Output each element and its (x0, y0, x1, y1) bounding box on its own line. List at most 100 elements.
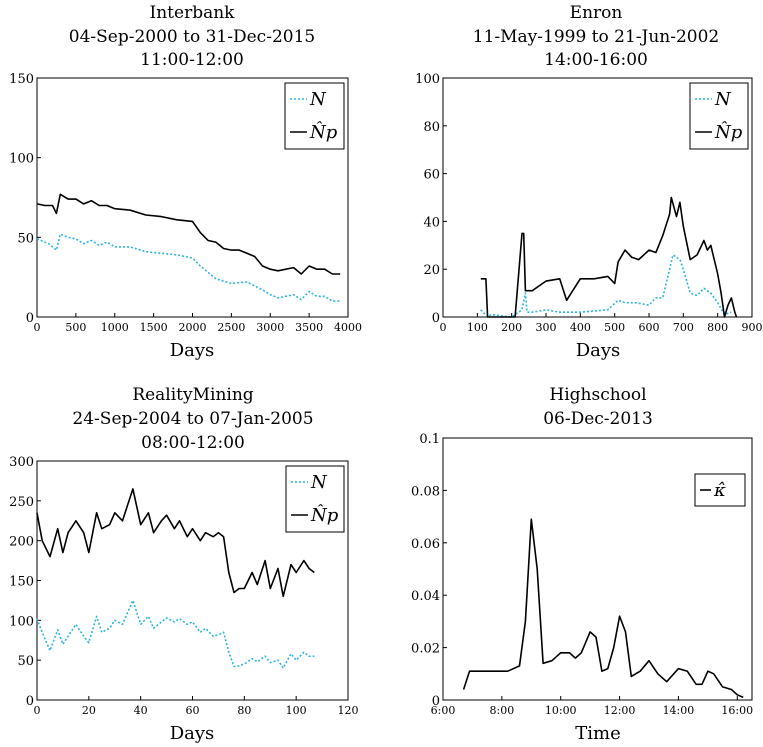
y-tick-label: 0 (432, 311, 440, 326)
panel-highschool: Highschool 06-Dec-2013 6:00 8:00 10:00 12:0… (411, 385, 753, 744)
x-tick-label: 14:00 (663, 704, 695, 717)
x-tick-label: 0 (34, 704, 41, 717)
x-tick-label: 2000 (179, 321, 207, 334)
y-tick-label: 150 (9, 575, 34, 590)
panel-realitymining: RealityMining 24-Sep-2004 to 07-Jan-2005… (9, 385, 358, 744)
y-tick-label: 250 (9, 495, 34, 510)
series-line-np (36, 193, 341, 275)
x-tick-label: 10:00 (545, 704, 577, 717)
x-tick-label: 12:00 (604, 704, 636, 717)
x-axis-label: Days (170, 340, 215, 361)
y-tick-label: 0.04 (411, 589, 440, 604)
legend-box (689, 82, 749, 150)
chart-title-line: RealityMining (132, 385, 253, 405)
x-axis-label: Days (170, 723, 215, 744)
x-tick-label: 500 (65, 321, 86, 334)
axis-ticks: 0 100 200 300 400 500 600 700 800 900 0 20 40 60 80 100 (415, 72, 762, 334)
series-layer (480, 196, 738, 318)
series-line-np (480, 196, 738, 318)
x-tick-label: 200 (501, 321, 522, 334)
y-tick-label: 40 (423, 215, 440, 230)
y-tick-label: 60 (423, 168, 440, 183)
y-tick-label: 0.1 (419, 432, 440, 447)
panel-enron: Enron 11-May-1999 to 21-Jun-2002 14:00-1… (415, 3, 762, 361)
series-layer (36, 488, 315, 669)
axis-ticks: 6:00 8:00 10:00 12:00 14:00 16:00 0 0.02 0.04 0.0… (411, 432, 753, 717)
y-tick-label: 50 (17, 654, 34, 669)
x-tick-label: 300 (536, 321, 557, 334)
x-tick-label: 1500 (140, 321, 168, 334)
y-tick-label: 150 (9, 72, 34, 87)
x-tick-label: 40 (134, 704, 148, 717)
y-tick-label: 80 (423, 120, 440, 135)
y-tick-label: 200 (9, 535, 34, 550)
x-tick-label: 3000 (256, 321, 284, 334)
chart-title-line: 04-Sep-2000 to 31-Dec-2015 (69, 27, 315, 47)
legend-label-np: N̂p (714, 121, 743, 143)
legend: κ̂ (694, 473, 746, 507)
series-line-n (36, 599, 315, 669)
x-tick-label: 3500 (295, 321, 323, 334)
legend-label-n: N (714, 89, 732, 110)
axis-ticks: 0 20 40 60 80 100 120 0 50 100 150 200 250 300 (9, 455, 358, 717)
x-axis-label: Time (575, 723, 620, 744)
x-tick-label: 100 (286, 704, 307, 717)
chart-title-line: Highschool (549, 385, 646, 405)
x-axis-label: Days (576, 340, 621, 361)
chart-title-line: 06-Dec-2013 (543, 409, 653, 429)
chart-title-line: 11:00-12:00 (140, 50, 244, 70)
panel-interbank: Interbank 04-Sep-2000 to 31-Dec-2015 11:… (9, 3, 362, 361)
y-tick-label: 0.08 (411, 484, 440, 499)
legend: N N̂p (689, 82, 749, 150)
x-tick-label: 600 (639, 321, 660, 334)
legend-box (285, 465, 345, 533)
x-tick-label: 120 (338, 704, 359, 717)
x-tick-label: 100 (467, 321, 488, 334)
series-line-np (36, 488, 315, 598)
chart-title-line: 24-Sep-2004 to 07-Jan-2005 (72, 409, 313, 429)
y-tick-label: 100 (415, 72, 440, 87)
y-tick-label: 300 (9, 455, 34, 470)
legend: N N̂p (285, 465, 345, 533)
plot-frame (442, 437, 753, 701)
x-tick-label: 500 (604, 321, 625, 334)
y-tick-label: 20 (423, 263, 440, 278)
x-tick-label: 0 (440, 321, 447, 334)
series-line-kappa (462, 518, 744, 699)
x-tick-label: 700 (673, 321, 694, 334)
chart-title-line: 08:00-12:00 (141, 433, 245, 453)
y-tick-label: 0 (26, 694, 34, 709)
chart-title-line: 11-May-1999 to 21-Jun-2002 (473, 27, 720, 47)
legend-box (284, 82, 345, 150)
x-tick-label: 400 (570, 321, 591, 334)
y-tick-label: 100 (9, 152, 34, 167)
chart-title-line: Interbank (150, 3, 236, 23)
y-tick-label: 0 (432, 694, 440, 709)
y-tick-label: 50 (17, 231, 34, 246)
x-tick-label: 2500 (217, 321, 245, 334)
legend-label-n: N (309, 89, 327, 110)
legend: N N̂p (284, 82, 345, 150)
axis-ticks: 0 500 1000 1500 2000 2500 3000 3500 4000 0 50 100 15… (9, 72, 362, 334)
x-tick-label: 1000 (101, 321, 129, 334)
chart-title-line: Enron (570, 3, 623, 23)
legend-label-n: N (310, 472, 328, 493)
legend-label-np: N̂p (309, 121, 338, 143)
y-tick-label: 0.02 (411, 642, 440, 657)
legend-label-kappa: κ̂ (713, 480, 726, 501)
y-tick-label: 0.06 (411, 537, 440, 552)
series-layer (462, 518, 744, 699)
x-tick-label: 0 (34, 321, 41, 334)
chart-title-line: 14:00-16:00 (544, 50, 648, 70)
x-tick-label: 60 (186, 704, 200, 717)
series-line-n (36, 233, 341, 302)
y-tick-label: 100 (9, 614, 34, 629)
y-tick-label: 0 (26, 311, 34, 326)
plot-frame (442, 77, 753, 318)
series-layer (36, 193, 341, 302)
x-tick-label: 20 (82, 704, 96, 717)
x-tick-label: 16:00 (721, 704, 753, 717)
x-tick-label: 80 (237, 704, 251, 717)
x-tick-label: 6:00 (431, 704, 456, 717)
